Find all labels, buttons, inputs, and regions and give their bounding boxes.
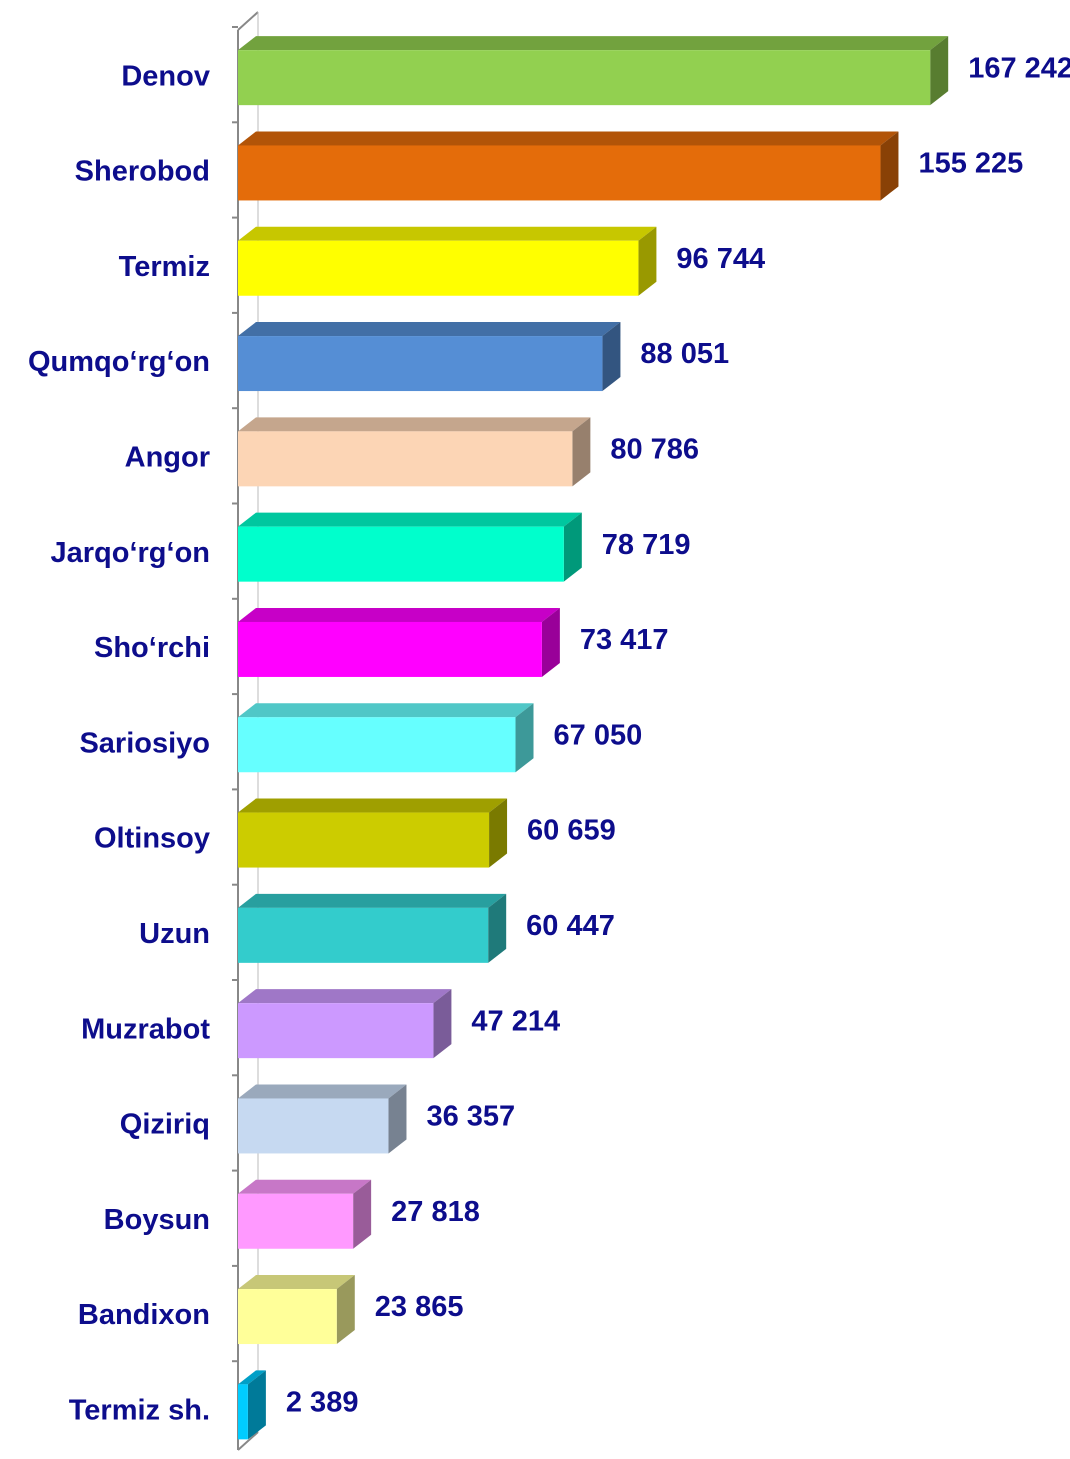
bar-side bbox=[638, 226, 657, 296]
value-label: 60 659 bbox=[527, 815, 616, 847]
value-label: 36 357 bbox=[426, 1101, 515, 1133]
bar bbox=[238, 1289, 337, 1345]
bar bbox=[238, 1003, 434, 1059]
value-label: 96 744 bbox=[676, 243, 765, 275]
bar-top bbox=[238, 1179, 372, 1194]
bar-top bbox=[238, 893, 507, 908]
bar-top bbox=[238, 1084, 407, 1099]
bar-side bbox=[515, 703, 534, 773]
y-tick-label: Muzrabot bbox=[81, 1013, 210, 1045]
bar-top bbox=[238, 226, 657, 241]
y-tick-label: Oltinsoy bbox=[94, 823, 210, 855]
value-label: 47 214 bbox=[471, 1005, 560, 1037]
y-tick-label: Qumqo‘rg‘on bbox=[28, 346, 210, 378]
value-label: 67 050 bbox=[554, 719, 643, 751]
bar bbox=[238, 240, 639, 296]
y-tick-label: Sherobod bbox=[75, 156, 210, 188]
bar-top bbox=[238, 512, 582, 527]
bar bbox=[238, 526, 564, 582]
value-label: 27 818 bbox=[391, 1196, 480, 1228]
bar bbox=[238, 621, 542, 677]
y-tick-label: Uzun bbox=[139, 918, 210, 950]
bar bbox=[238, 145, 881, 201]
value-label: 23 865 bbox=[375, 1291, 464, 1323]
y-tick-label: Denov bbox=[121, 60, 210, 92]
y-tick-label: Angor bbox=[125, 442, 210, 474]
y-tick-label: Jarqo‘rg‘on bbox=[50, 537, 210, 569]
bar-top bbox=[238, 703, 534, 718]
bar-side bbox=[247, 1370, 266, 1440]
bar-side bbox=[602, 322, 621, 392]
bar-top bbox=[238, 131, 899, 146]
bar-top bbox=[238, 1370, 266, 1385]
bar-side bbox=[353, 1179, 372, 1249]
bar-top bbox=[238, 322, 621, 337]
bar bbox=[238, 717, 516, 773]
y-tick-label: Sho‘rchi bbox=[94, 632, 210, 664]
bar-side bbox=[433, 989, 452, 1059]
bar bbox=[238, 1193, 354, 1249]
value-label: 88 051 bbox=[640, 338, 729, 370]
bar-top bbox=[238, 798, 508, 813]
bar-side bbox=[930, 36, 949, 106]
y-tick-label: Sariosiyo bbox=[79, 727, 210, 759]
bar-top bbox=[238, 607, 560, 622]
bar-side bbox=[336, 1275, 355, 1345]
value-label: 73 417 bbox=[580, 624, 669, 656]
bar bbox=[238, 907, 489, 963]
bar-top bbox=[238, 1275, 355, 1290]
bar-side bbox=[488, 893, 507, 963]
bar-side bbox=[572, 417, 591, 487]
value-label: 155 225 bbox=[918, 148, 1023, 180]
bar bbox=[238, 1098, 389, 1154]
bar bbox=[238, 336, 603, 392]
bar-side bbox=[880, 131, 899, 201]
bar bbox=[238, 812, 490, 868]
y-tick-label: Bandixon bbox=[78, 1299, 210, 1331]
bar-top bbox=[238, 989, 452, 1004]
y-tick-label: Boysun bbox=[104, 1204, 210, 1236]
y-tick-label: Termiz sh. bbox=[69, 1395, 210, 1427]
bar bbox=[238, 1384, 248, 1440]
bar bbox=[238, 50, 931, 106]
bar-side bbox=[563, 512, 582, 582]
value-label: 2 389 bbox=[286, 1387, 359, 1419]
bar-side bbox=[388, 1084, 407, 1154]
value-label: 80 786 bbox=[610, 434, 699, 466]
value-label: 78 719 bbox=[602, 529, 691, 561]
value-label: 60 447 bbox=[526, 910, 615, 942]
axis-wall-edge bbox=[237, 1431, 259, 1451]
bar-side bbox=[489, 798, 508, 868]
bar-side bbox=[541, 607, 560, 677]
y-tick-label: Termiz bbox=[119, 251, 210, 283]
value-label: 167 242 bbox=[968, 52, 1070, 84]
bar bbox=[238, 431, 573, 487]
axis-wall-edge bbox=[237, 11, 259, 31]
bar-top bbox=[238, 36, 949, 51]
y-tick-label: Qiziriq bbox=[120, 1109, 210, 1141]
bar-top bbox=[238, 417, 591, 432]
